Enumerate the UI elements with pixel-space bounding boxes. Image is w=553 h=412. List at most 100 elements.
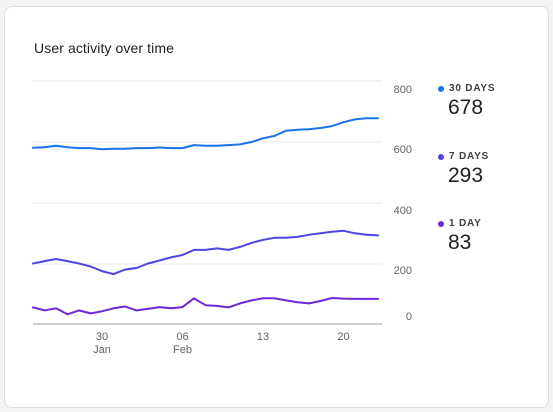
data-point-1-day bbox=[285, 299, 287, 302]
legend-value-30-days: 678 bbox=[448, 96, 484, 119]
data-point-1-day bbox=[308, 302, 310, 305]
data-point-7-days bbox=[308, 233, 310, 236]
y-tick-label: 800 bbox=[394, 84, 412, 96]
data-point-1-day bbox=[158, 306, 161, 308]
y-tick-label: 0 bbox=[406, 311, 412, 323]
data-point-7-days bbox=[43, 260, 46, 262]
data-point-1-day bbox=[377, 298, 379, 300]
data-point-7-days bbox=[365, 233, 368, 236]
y-axis-ticks: 800 600 400 200 0 bbox=[394, 84, 412, 323]
data-point-7-days bbox=[89, 265, 92, 268]
data-point-30-days bbox=[193, 144, 195, 147]
data-point-30-days bbox=[135, 147, 138, 150]
chart-gridlines bbox=[33, 80, 382, 325]
data-point-7-days bbox=[342, 229, 345, 232]
data-point-30-days bbox=[124, 147, 126, 150]
data-point-1-day bbox=[262, 297, 264, 300]
x-tick-sublabel: Jan bbox=[93, 344, 111, 356]
data-point-1-day bbox=[319, 300, 322, 302]
data-point-30-days bbox=[78, 147, 80, 150]
data-point-1-day bbox=[78, 309, 80, 312]
y-tick-label: 600 bbox=[394, 144, 412, 156]
data-point-30-days bbox=[331, 125, 333, 127]
x-tick-label: 13 bbox=[257, 331, 269, 343]
data-point-1-day bbox=[101, 310, 103, 313]
data-point-1-day bbox=[147, 308, 149, 310]
data-point-30-days bbox=[216, 144, 218, 147]
data-point-30-days bbox=[296, 128, 299, 131]
data-point-1-day bbox=[135, 309, 138, 312]
data-point-1-day bbox=[181, 306, 184, 308]
data-point-7-days bbox=[331, 230, 333, 233]
data-point-7-days bbox=[204, 249, 207, 251]
data-point-1-day bbox=[66, 313, 69, 316]
data-point-1-day bbox=[170, 307, 172, 310]
data-point-7-days bbox=[181, 254, 184, 256]
data-point-1-day bbox=[124, 305, 126, 308]
data-point-30-days bbox=[55, 144, 57, 147]
data-point-30-days bbox=[377, 117, 379, 120]
legend-dot-30-days bbox=[438, 85, 444, 92]
data-point-7-days bbox=[262, 239, 264, 241]
data-point-1-day bbox=[273, 297, 276, 300]
card-title: User activity over time bbox=[34, 40, 174, 56]
data-point-30-days bbox=[66, 146, 69, 149]
data-point-1-day bbox=[239, 302, 241, 305]
data-point-30-days bbox=[342, 121, 345, 124]
data-point-30-days bbox=[239, 143, 241, 146]
legend-label-1-day: 1 DAY bbox=[438, 218, 482, 229]
data-point-1-day bbox=[354, 298, 356, 300]
legend-label-text: 30 DAYS bbox=[449, 83, 496, 94]
data-point-30-days bbox=[147, 147, 149, 150]
legend-item-1-day: 1 DAY 83 bbox=[438, 218, 482, 255]
data-point-7-days bbox=[193, 249, 195, 251]
data-point-1-day bbox=[216, 305, 218, 307]
legend-label-30-days: 30 DAYS bbox=[438, 83, 495, 94]
data-point-30-days bbox=[112, 147, 115, 150]
x-tick-sublabel: Feb bbox=[173, 344, 192, 356]
legend-dot-7-days bbox=[438, 153, 444, 160]
x-tick-label: 06 bbox=[176, 331, 188, 343]
data-point-30-days bbox=[227, 144, 230, 147]
data-point-30-days bbox=[158, 146, 161, 149]
data-point-30-days bbox=[250, 141, 253, 143]
data-point-7-days bbox=[124, 268, 126, 271]
data-point-7-days bbox=[216, 247, 218, 250]
data-point-1-day bbox=[112, 307, 115, 310]
data-point-30-days bbox=[365, 117, 368, 120]
data-point-1-day bbox=[250, 299, 253, 302]
data-point-30-days bbox=[354, 118, 356, 121]
series-line-1-day bbox=[32, 297, 379, 316]
data-point-7-days bbox=[32, 262, 34, 265]
data-point-1-day bbox=[365, 298, 368, 300]
chart-series bbox=[32, 117, 379, 316]
legend-value-7-days: 293 bbox=[448, 164, 484, 187]
data-point-7-days bbox=[296, 236, 299, 238]
data-point-30-days bbox=[89, 147, 92, 150]
data-point-7-days bbox=[135, 267, 138, 269]
data-point-7-days bbox=[273, 236, 276, 239]
data-point-7-days bbox=[55, 258, 57, 260]
data-point-30-days bbox=[181, 147, 184, 150]
data-point-30-days bbox=[273, 135, 276, 137]
data-point-30-days bbox=[101, 148, 103, 151]
x-tick-label: 20 bbox=[337, 331, 349, 343]
legend-item-7-days: 7 DAYS 293 bbox=[438, 151, 489, 188]
data-point-7-days bbox=[78, 262, 80, 265]
data-point-7-days bbox=[354, 232, 356, 235]
data-point-1-day bbox=[227, 306, 230, 309]
data-point-7-days bbox=[112, 273, 115, 275]
y-tick-label: 200 bbox=[394, 265, 412, 277]
data-point-7-days bbox=[101, 270, 103, 272]
data-point-1-day bbox=[193, 297, 195, 300]
data-point-30-days bbox=[170, 147, 172, 150]
data-point-7-days bbox=[66, 260, 69, 262]
data-point-30-days bbox=[308, 128, 310, 131]
data-point-1-day bbox=[55, 307, 57, 310]
data-point-1-day bbox=[296, 301, 299, 304]
data-point-7-days bbox=[147, 262, 149, 265]
data-point-30-days bbox=[262, 137, 264, 140]
data-point-7-days bbox=[158, 259, 161, 262]
